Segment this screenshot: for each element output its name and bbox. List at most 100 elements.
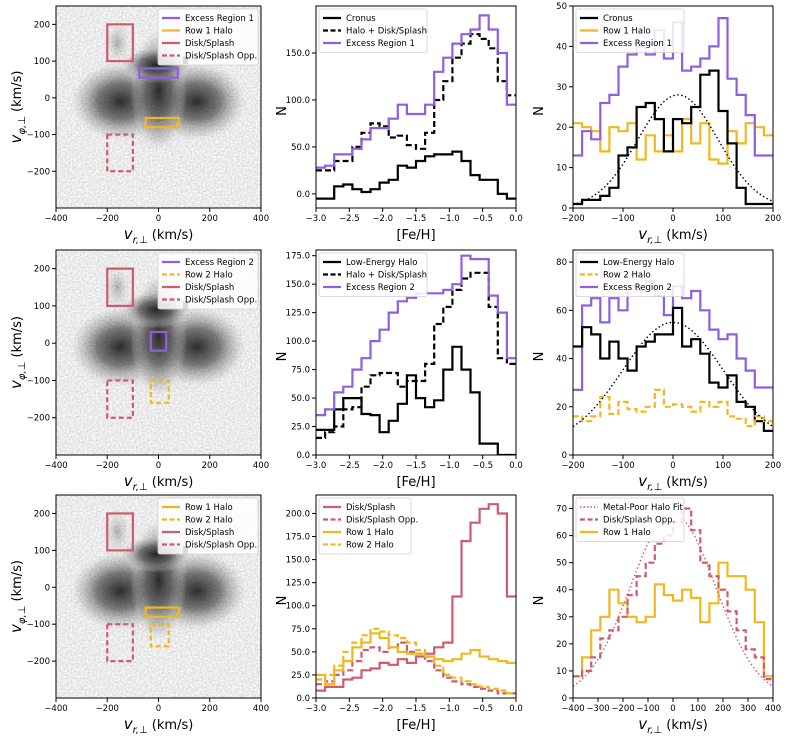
selection-box: [149, 623, 170, 648]
x-tick-label: 0: [156, 461, 161, 471]
x-tick-label: −0.5: [472, 704, 493, 714]
x-tick-label: −200: [96, 461, 119, 471]
x-tick-label: −100: [636, 704, 659, 714]
legend-label: Row 1 Halo: [603, 27, 651, 37]
y-tick-label: 50: [556, 559, 567, 569]
legend: Low-Energy Halo Halo + Disk/Splash Excess …: [318, 252, 428, 297]
legend-label: Row 2 Halo: [185, 271, 233, 281]
x-tick-label: −0.5: [472, 461, 493, 471]
series-line: [316, 641, 516, 695]
y-tick-label: 0: [45, 94, 50, 104]
legend-box: [318, 252, 428, 297]
y-tick-label: 40: [556, 42, 567, 52]
y-axis-label: N: [532, 352, 547, 362]
series-line: [316, 345, 516, 455]
y-tick-label: 150.0: [286, 49, 310, 59]
y-tick-label: 40: [556, 355, 567, 365]
legend-box: [157, 8, 259, 66]
x-tick-label: −200: [561, 214, 584, 224]
y-tick-label: 50: [556, 2, 567, 12]
y-tick-label: 125.0: [286, 309, 310, 319]
x-tick-label: −300: [586, 704, 609, 714]
legend: Excess Region 1 Row 1 Halo Disk/Splash Disk…: [157, 8, 259, 66]
legend: Metal-Poor Halo Fit Disk/Splash Opp. Row 1…: [575, 497, 685, 542]
panel-feh-hist-row2: −3.0 −2.5 −2.0 −1.5 −1.0 −0.5 0.0 0.0 25.0 50.0 75…: [275, 249, 523, 490]
x-tick-label: 400: [253, 214, 269, 224]
x-axis-label: vr,⊥ (km/s): [124, 472, 194, 493]
y-tick-label: 200.0: [286, 509, 310, 519]
legend-label: Halo + Disk/Splash: [346, 27, 427, 37]
selection-box: [106, 512, 134, 552]
panel-feh-hist-row3: −3.0 −2.5 −2.0 −1.5 −1.0 −0.5 0.0 0.0 25.0 50.0 75…: [275, 494, 523, 733]
y-tick-label: 25.0: [291, 423, 310, 433]
y-tick-label: 100: [34, 546, 50, 556]
y-tick-label: 100.0: [286, 96, 310, 106]
y-tick-label: 70: [556, 505, 567, 515]
y-tick-label: 0: [45, 339, 50, 349]
x-tick-label: 0.0: [509, 704, 523, 714]
legend: Low-Energy Halo Row 2 Halo Excess Region 2: [575, 252, 685, 297]
series-line: [316, 632, 516, 686]
y-tick-label: 200: [34, 509, 50, 519]
legend-box: [575, 497, 685, 542]
series-line: [316, 150, 516, 200]
legend-label: Excess Region 1: [603, 39, 672, 49]
legend-label: Excess Region 2: [603, 283, 672, 293]
legend-label: Excess Region 1: [346, 39, 415, 49]
x-tick-label: 200: [202, 704, 218, 714]
x-tick-label: −2.5: [339, 214, 360, 224]
y-tick-label: 10: [556, 164, 567, 174]
panel-vr-hist-row1: −200 −100 0 100 200 0 10 20 30 40 50 vr,⊥ (km/s) N Cr…: [532, 2, 781, 246]
panel-vr-hist-row3: −400 −300 −200 −100 0 100 200 300 400 0 10 20 30 40 50…: [532, 494, 781, 736]
x-tick-label: −1.5: [406, 461, 427, 471]
x-tick-label: 200: [765, 461, 781, 471]
y-tick-label: 175.0: [286, 533, 310, 543]
legend-label: Disk/Splash Opp.: [603, 516, 675, 526]
x-tick-label: 100: [715, 461, 731, 471]
y-tick-label: 60: [556, 306, 567, 316]
x-tick-label: −3.0: [306, 214, 327, 224]
x-tick-label: 0.0: [509, 214, 523, 224]
x-axis-label: vr,⊥ (km/s): [638, 715, 708, 736]
x-tick-label: −1.0: [439, 704, 460, 714]
x-axis-label: vr,⊥ (km/s): [638, 472, 708, 493]
series-group: [573, 280, 773, 432]
y-tick-label: 200: [34, 20, 50, 30]
y-axis-label: N: [275, 106, 290, 116]
y-tick-label: 60: [556, 532, 567, 542]
legend-box: [575, 8, 685, 53]
y-tick-label: 50.0: [291, 143, 310, 153]
legend-label: Metal-Poor Halo Fit: [603, 503, 683, 513]
panel-heatmap-row2: −400 −200 0 200 400 −200 −100 0 100 200 vr,⊥ (km/s…: [7, 249, 269, 493]
fit-curve: [573, 321, 773, 428]
x-tick-label: −1.5: [406, 704, 427, 714]
y-axis-label: N: [275, 352, 290, 362]
legend-label: Excess Region 1: [185, 14, 254, 24]
series-line: [316, 627, 516, 695]
panel-vr-hist-row2: −200 −100 0 100 200 0 20 40 60 80 vr,⊥ (km/s) N Low-…: [532, 249, 781, 493]
series-line: [316, 14, 516, 169]
legend-label: Row 2 Halo: [185, 516, 233, 526]
selection-box: [106, 23, 134, 63]
x-tick-label: −400: [44, 214, 67, 224]
legend-label: Row 1 Halo: [346, 528, 394, 538]
x-tick-label: 0: [156, 704, 161, 714]
y-tick-label: 0.0: [296, 190, 310, 200]
x-tick-label: 200: [715, 704, 731, 714]
series-group: [316, 14, 516, 200]
x-tick-label: 400: [253, 461, 269, 471]
y-axis-label: vφ,⊥ (km/s): [7, 316, 28, 389]
y-tick-label: −200: [27, 657, 50, 667]
series-line: [573, 388, 773, 428]
legend-box: [318, 497, 412, 555]
y-tick-label: 100.0: [286, 337, 310, 347]
x-axis-label: vr,⊥ (km/s): [124, 715, 194, 736]
y-tick-label: 10: [556, 667, 567, 677]
legend-label: Row 2 Halo: [603, 271, 651, 281]
x-tick-label: 400: [765, 704, 781, 714]
y-tick-label: 30: [556, 613, 567, 623]
series-line: [316, 271, 516, 439]
legend-label: Halo + Disk/Splash: [346, 271, 427, 281]
x-axis-label: [Fe/H]: [396, 718, 435, 733]
x-tick-label: 0: [670, 704, 675, 714]
